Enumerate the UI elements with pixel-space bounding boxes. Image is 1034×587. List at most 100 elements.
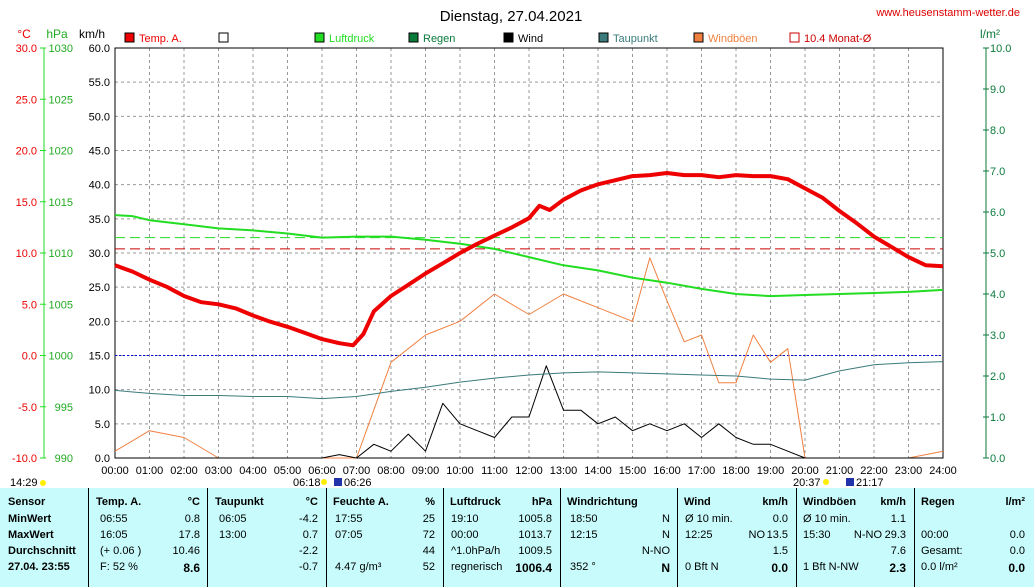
pressure-tick-label: 995: [55, 402, 73, 414]
temp-tick-label: 25.0: [16, 94, 37, 106]
table-cell-wind-t: Ø 10 min.: [685, 513, 733, 525]
table-divider: [677, 488, 678, 587]
table-cell-wind-t: 12:25: [685, 529, 713, 541]
wind-tick-label: 45.0: [89, 146, 110, 158]
sunrise-marker: 06:18: [293, 477, 321, 488]
table-cell-rain-t: 00:00: [921, 529, 949, 541]
table-cell-dew-v: -0.7: [299, 561, 318, 573]
plot-frame: [114, 47, 944, 459]
table-cell-press-v: 1009.5: [518, 545, 552, 557]
legend-swatch: [598, 32, 609, 43]
legend-swatch: [789, 32, 800, 43]
table-cell-rain-t: 0.0 l/m²: [921, 561, 958, 573]
temp-tick-label: -10.0: [12, 453, 37, 465]
table-cell-wdir-t: 12:15: [570, 529, 598, 541]
temp-tick-label: 0.0: [22, 351, 37, 363]
table-cell-hum-t: 4.47 g/m³: [335, 561, 382, 573]
table-divider: [914, 488, 915, 587]
table-cell-press-v: 1005.8: [518, 513, 552, 525]
header-gust: Windböen: [803, 496, 857, 508]
table-cell-temp-v: 10.46: [172, 545, 200, 557]
header-press: Luftdruck: [450, 496, 501, 508]
x-tick-label: 17:00: [688, 465, 716, 477]
table-cell-gust-v: 2.3: [889, 561, 906, 575]
x-tick-label: 00:00: [101, 465, 129, 477]
pressure-tick-label: 1010: [49, 248, 73, 260]
wind-tick-label: 35.0: [89, 214, 110, 226]
table-cell-press-t: 00:00: [451, 529, 479, 541]
x-tick-label: 12:00: [515, 465, 543, 477]
header-wind-unit: km/h: [762, 496, 788, 508]
series-line-wind: [115, 365, 943, 459]
table-divider: [207, 488, 208, 587]
temp-tick-label: 30.0: [16, 43, 37, 55]
pressure-tick-label: 1030: [49, 43, 73, 55]
temp-tick-label: 10.0: [16, 248, 37, 260]
pressure-tick-label: 990: [55, 453, 73, 465]
table-cell-dew-v: -2.2: [299, 545, 318, 557]
x-tick-label: 01:00: [136, 465, 164, 477]
website-link[interactable]: www.heusenstamm-wetter.de: [875, 7, 1020, 19]
temp-tick-label: 20.0: [16, 146, 37, 158]
table-cell-label: 27.04. 23:55: [8, 561, 70, 573]
table-row: Durchschnitt (+ 0.06 ) 10.46 -2.2 44 ^1.0hPa/…: [0, 545, 1034, 561]
rain-tick-label: 1.0: [990, 412, 1005, 424]
table-cell-wind-v: 1.5: [772, 545, 788, 557]
table-cell-wdir-t: 18:50: [570, 513, 598, 525]
series-line-temp: [114, 171, 944, 348]
header-gust-unit: km/h: [880, 496, 906, 508]
table-divider: [326, 488, 327, 587]
chart-legend: Temp. A. Luftdruck Regen Wind Taupunkt Windbö…: [124, 32, 872, 45]
temp-unit-label: °C: [17, 27, 31, 41]
pressure-tick-label: 1005: [49, 299, 73, 311]
table-cell-temp-v: 0.8: [184, 513, 200, 525]
table-cell-press-t: 19:10: [451, 513, 479, 525]
series-line-pressure: [114, 214, 944, 298]
x-tick-label: 11:00: [481, 465, 508, 477]
x-tick-label: 03:00: [205, 465, 233, 477]
x-tick-label: 07:00: [343, 465, 371, 477]
table-row: MaxWert 16:05 17.8 13:00 0.7 07:05 72 00:00 1013…: [0, 529, 1034, 545]
wind-tick-label: 30.0: [89, 248, 110, 260]
x-tick-label: 24:00: [929, 465, 957, 477]
wind-tick-label: 5.0: [95, 419, 110, 431]
table-cell-press-v: 1013.7: [518, 529, 552, 541]
table-cell-dew-v: 0.7: [302, 529, 318, 541]
rain-tick-label: 9.0: [990, 84, 1005, 96]
table-cell-hum-v: 44: [422, 545, 435, 557]
x-tick-label: 16:00: [653, 465, 681, 477]
x-tick-label: 02:00: [170, 465, 198, 477]
table-cell-press-t: ^1.0hPa/h: [451, 545, 501, 557]
wind-tick-label: 60.0: [89, 43, 110, 55]
table-cell-gust-m: N-NO: [853, 529, 882, 541]
table-row: 27.04. 23:55 F: 52 % 8.6 -0.7 4.47 g/m³ 52 reg…: [0, 561, 1034, 577]
legend-item: Taupunkt: [598, 32, 658, 45]
header-rain: Regen: [921, 496, 955, 508]
table-cell-hum-t: 17:55: [335, 513, 363, 525]
sun-icon: [321, 479, 327, 485]
wind-unit-label: km/h: [79, 27, 105, 41]
rain-tick-label: 8.0: [990, 125, 1005, 137]
table-cell-label: MinWert: [8, 513, 52, 525]
rain-tick-label: 7.0: [990, 166, 1005, 178]
table-cell-wind-m: NO: [748, 529, 766, 541]
table-cell-rain-v: 0.0: [1009, 545, 1025, 557]
table-cell-dew-v: -4.2: [299, 513, 318, 525]
sun-icon: [823, 479, 829, 485]
legend-swatch: [218, 32, 229, 43]
legend-item: [218, 32, 229, 43]
legend-label: Luftdruck: [329, 33, 375, 45]
table-cell-rain-v: 0.0: [1008, 561, 1025, 575]
legend-item: Windböen: [693, 32, 758, 45]
table-cell-gust-t: 15:30: [803, 529, 831, 541]
temp-tick-label: 15.0: [16, 197, 37, 209]
table-cell-hum-v: 25: [422, 513, 435, 525]
pressure-tick-label: 1000: [49, 351, 73, 363]
table-cell-label: Durchschnitt: [8, 545, 76, 557]
legend-item: Temp. A.: [124, 32, 182, 45]
rain-tick-label: 4.0: [990, 289, 1005, 301]
table-cell-rain-t: Gesamt:: [921, 545, 963, 557]
x-tick-label: 15:00: [619, 465, 647, 477]
time-marker: 14:29: [10, 477, 38, 488]
header-rain-unit: l/m²: [1005, 496, 1025, 508]
